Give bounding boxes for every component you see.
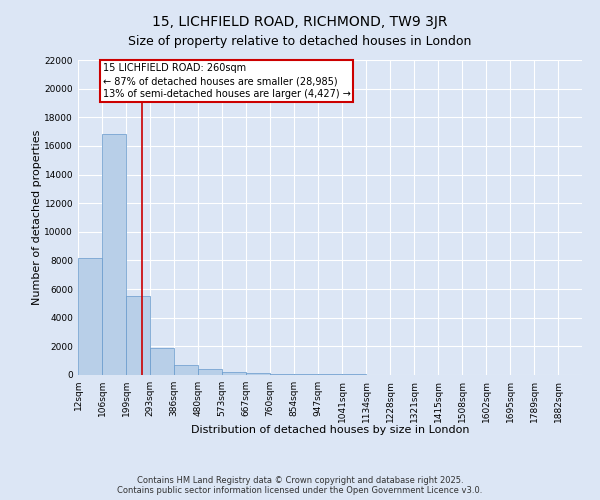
Bar [198,370,222,375]
Bar [342,374,366,375]
Text: 15, LICHFIELD ROAD, RICHMOND, TW9 3JR: 15, LICHFIELD ROAD, RICHMOND, TW9 3JR [152,15,448,29]
Bar [102,134,126,375]
Y-axis label: Number of detached properties: Number of detached properties [32,130,41,305]
Bar [150,348,174,375]
Bar [246,373,270,375]
Bar [270,374,294,375]
Bar [126,296,150,375]
Text: Size of property relative to detached houses in London: Size of property relative to detached ho… [128,35,472,48]
X-axis label: Distribution of detached houses by size in London: Distribution of detached houses by size … [191,425,469,435]
Bar [174,365,198,375]
Text: Contains HM Land Registry data © Crown copyright and database right 2025.
Contai: Contains HM Land Registry data © Crown c… [118,476,482,495]
Bar [222,372,246,375]
Bar [78,258,102,375]
Bar [318,374,342,375]
Bar [294,374,318,375]
Text: 15 LICHFIELD ROAD: 260sqm
← 87% of detached houses are smaller (28,985)
13% of s: 15 LICHFIELD ROAD: 260sqm ← 87% of detac… [103,63,350,100]
